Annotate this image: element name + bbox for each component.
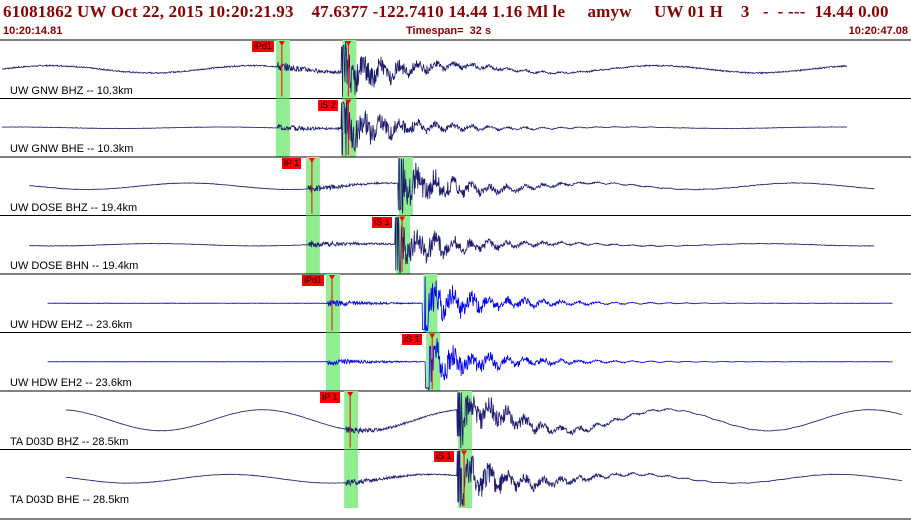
pick-marker-triangle [429,333,436,339]
window-start-time: 10:20:14.81 [3,25,63,37]
pick-window-band [275,40,290,99]
window-end-time: 10:20:47.08 [848,25,908,37]
channel-label: UW DOSE BHN -- 19.4km [10,260,139,272]
waveform-trace [47,276,893,332]
channel-trace-group[interactable] [0,273,911,333]
pick-marker-triangle [461,450,468,456]
waveform-trace [65,450,902,507]
event-summary-line: 61081862 UW Oct 22, 2015 10:20:21.93 47.… [3,2,889,21]
phase-pick-tag[interactable]: iS 1 [434,450,454,462]
pick-marker-triangle [308,158,315,163]
waveform-trace [47,338,893,390]
phase-pick-tag[interactable]: iS 1 [402,333,422,345]
waveform-trace [29,158,875,214]
channel-trace-group[interactable] [0,39,911,99]
phase-pick-tag[interactable]: iS 2 [318,99,338,111]
channel-label: UW DOSE BHZ -- 19.4km [10,201,138,214]
pick-window-band [325,332,340,391]
channel-trace-group[interactable] [0,449,911,509]
pick-window-band [275,98,290,157]
channel-label: UW GNW BHE -- 10.3km [10,143,134,155]
pick-window-band [344,449,359,508]
pick-marker-triangle [278,41,285,46]
phase-pick-tag[interactable]: iP 1 [281,158,302,169]
channel-trace-group[interactable] [0,390,911,450]
channel-label: UW HDW EHZ -- 23.6km [10,318,133,331]
channel-label: UW HDW EH2 -- 23.6km [10,377,132,389]
waveform-trace [29,216,875,273]
phase-pick-tag[interactable]: iP 1 [320,392,340,403]
channel-trace-group[interactable] [0,215,911,275]
channel-trace-group[interactable] [0,156,911,216]
phase-pick-tag[interactable]: iPd1 [301,275,324,286]
channel-label: UW GNW BHZ -- 10.3km [10,84,133,97]
pick-marker-triangle [347,392,354,397]
pick-marker-triangle [345,99,352,105]
pick-window-band [344,391,359,450]
event-header: 61081862 UW Oct 22, 2015 10:20:21.93 47.… [0,0,911,40]
channel-label: TA D03D BHE -- 28.5km [10,494,129,506]
pick-marker-triangle [328,275,335,280]
waveform-trace [1,41,847,98]
waveform-trace [1,99,848,156]
pick-window-band [325,274,340,333]
channel-label: TA D03D BHZ -- 28.5km [10,435,129,448]
pick-marker-triangle [399,216,406,222]
phase-pick-tag[interactable]: iS 1 [372,216,392,228]
channel-trace-group[interactable] [0,332,911,392]
pick-window-band [305,157,320,216]
pick-marker-triangle [345,41,352,46]
waveform-trace [65,392,902,449]
channel-trace-group[interactable] [0,98,911,158]
phase-pick-tag[interactable]: iPd1 [251,41,274,52]
timespan-label: Timespan= 32 s [406,25,492,37]
